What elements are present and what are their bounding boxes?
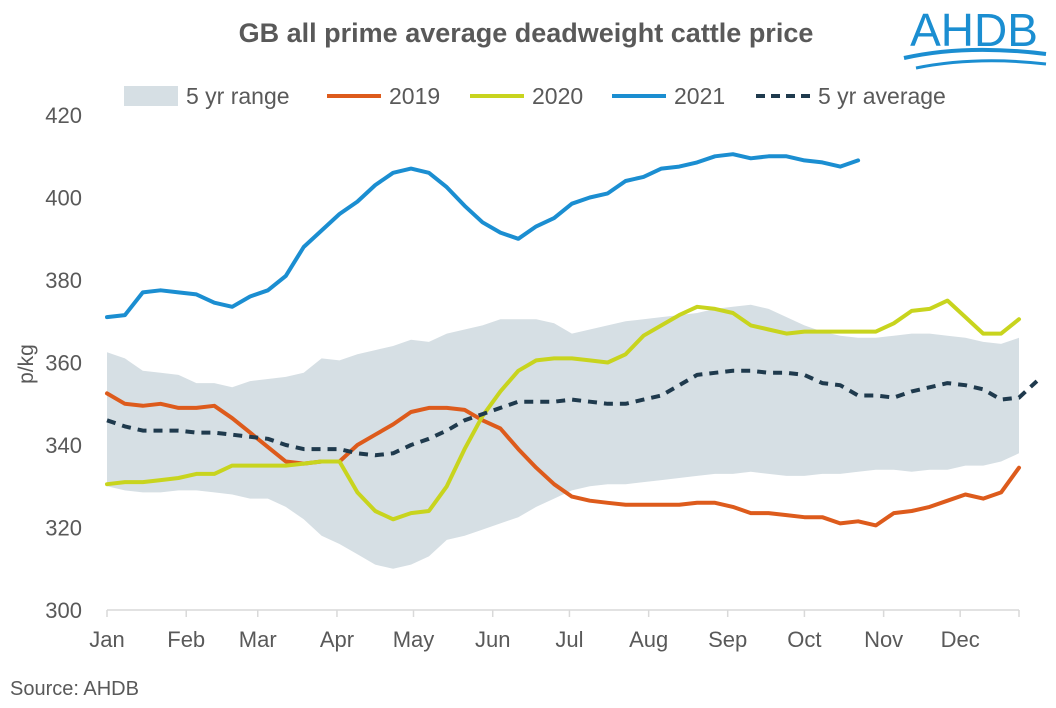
x-tick-label: Mar — [239, 627, 277, 652]
y-tick-label: 320 — [45, 516, 82, 541]
legend-label-2021: 2021 — [674, 82, 726, 109]
legend-label-2019: 2019 — [389, 82, 441, 109]
x-tick-label: Nov — [864, 627, 903, 652]
y-tick-label: 360 — [45, 351, 82, 376]
x-tick-label: Dec — [941, 627, 980, 652]
chart-legend: 5 yr range 2019 2020 2021 5 yr average — [0, 80, 1056, 112]
source-note: Source: AHDB — [10, 678, 139, 700]
x-tick-label: Oct — [787, 627, 821, 652]
legend-label-avg: 5 yr average — [818, 82, 946, 109]
series-line-5yr-average — [106, 368, 1039, 458]
y-tick-label: 300 — [45, 598, 82, 623]
x-tick-label: Jul — [555, 627, 583, 652]
series-line-2020 — [105, 298, 1021, 522]
legend-swatch-2021 — [612, 94, 666, 98]
logo-swoosh-1 — [903, 47, 1047, 60]
legend-item-2020: 2020 — [470, 80, 583, 112]
x-tick-label: Aug — [629, 627, 668, 652]
x-tick-label: Sep — [708, 627, 747, 652]
range-band — [107, 304, 1019, 569]
legend-item-avg: 5 yr average — [756, 80, 946, 112]
x-tick-label: May — [393, 627, 435, 652]
legend-item-2021: 2021 — [612, 80, 725, 112]
ahdb-logo: AHDB — [903, 4, 1047, 70]
chart-title: GB all prime average deadweight cattle p… — [238, 18, 814, 48]
y-tick-label: 420 — [45, 103, 82, 128]
legend-swatch-avg — [756, 94, 810, 98]
legend-swatch-range — [124, 86, 178, 106]
legend-item-range: 5 yr range — [124, 80, 290, 112]
y-axis-label: p/kg — [15, 344, 38, 384]
legend-swatch-2019 — [327, 94, 381, 98]
x-tick-label: Jan — [89, 627, 124, 652]
y-tick-label: 400 — [45, 186, 82, 211]
legend-label-range: 5 yr range — [186, 82, 290, 109]
x-tick-label: Apr — [320, 627, 354, 652]
legend-label-2020: 2020 — [532, 82, 584, 109]
legend-swatch-2020 — [470, 94, 524, 98]
series-line-2019 — [105, 391, 1021, 528]
x-tick-label: Feb — [167, 627, 205, 652]
series-line-2021 — [105, 152, 861, 320]
legend-item-2019: 2019 — [327, 80, 440, 112]
y-tick-label: 380 — [45, 268, 82, 293]
logo-text: AHDB — [910, 4, 1038, 56]
x-tick-label: Jun — [475, 627, 510, 652]
logo-swoosh-2 — [915, 59, 1047, 70]
y-tick-label: 340 — [45, 433, 82, 458]
